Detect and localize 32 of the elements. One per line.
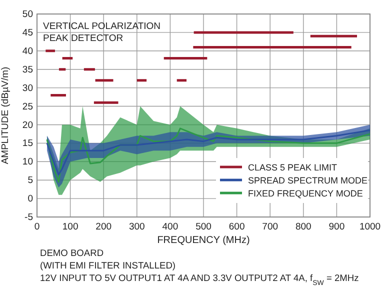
annotation: VERTICAL POLARIZATION [43, 21, 161, 32]
y-tick-label: 35 [22, 64, 33, 76]
x-tick-label: 800 [295, 222, 312, 233]
x-tick-label: 400 [162, 222, 178, 233]
legend-label: SPREAD SPECTRUM MODE [248, 176, 368, 186]
y-tick-label: 0 [28, 194, 33, 205]
y-tick-label: 45 [22, 27, 33, 38]
y-tick-label: 30 [22, 82, 33, 94]
x-tick-label: 900 [328, 222, 345, 233]
y-tick-label: 25 [22, 101, 33, 112]
text: DEMO BOARD [40, 248, 104, 258]
x-tick-label: 700 [262, 222, 278, 233]
y-tick-label: 40 [22, 46, 33, 57]
y-tick-label: 15 [22, 138, 33, 150]
y-tick-label: 10 [22, 156, 33, 168]
y-axis-title: AMPLITUDE (dBµV/m) [0, 66, 11, 164]
x-tick-label: 300 [128, 222, 145, 233]
x-tick-label: 200 [96, 222, 112, 233]
legend-label: CLASS 5 PEAK LIMIT [248, 162, 338, 172]
x-tick-label: 1000 [359, 222, 381, 233]
x-tick-label: 600 [228, 222, 245, 233]
y-tick-label: -5 [24, 212, 33, 224]
x-tick-label: 100 [62, 222, 78, 233]
text: (WITH EMI FILTER INSTALLED) [40, 260, 176, 270]
legend-label: FIXED FREQUENCY MODE [248, 188, 363, 198]
text: 12V INPUT TO 5V OUTPUT1 AT 4A AND 3.3V OUTPUT2 AT 4A, f$_{SW}$ = 2MHz [40, 273, 360, 286]
annotation: PEAK DETECTOR [43, 33, 124, 44]
y-tick-label: 20 [22, 120, 33, 131]
x-axis-title: FREQUENCY (MHz) [157, 235, 250, 246]
x-tick-label: 500 [196, 222, 212, 233]
y-tick-label: 5 [28, 175, 33, 186]
y-tick-label: 50 [22, 9, 33, 20]
